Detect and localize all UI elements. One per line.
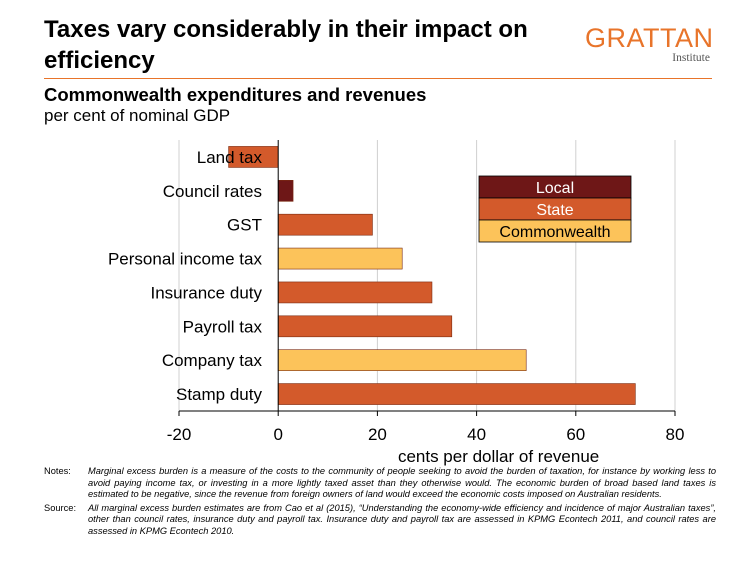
category-label: Stamp duty <box>176 385 262 404</box>
x-tick-label: 0 <box>273 425 282 444</box>
notes-label: Notes: <box>44 466 71 476</box>
page-title: Taxes vary considerably in their impact … <box>44 16 528 74</box>
bar <box>277 349 527 371</box>
bar <box>277 247 403 270</box>
bar <box>277 315 453 338</box>
chart-subtitle: Commonwealth expenditures and revenues <box>44 84 427 105</box>
source-label: Source: <box>44 502 77 513</box>
category-label: Payroll tax <box>183 317 263 336</box>
category-label: Land tax <box>197 148 263 167</box>
x-tick-label: -20 <box>167 425 192 444</box>
notes-text: Marginal excess burden is a measure of t… <box>88 466 716 500</box>
category-label: Insurance duty <box>150 283 262 302</box>
x-tick-label: 60 <box>566 425 585 444</box>
bar <box>277 213 373 236</box>
notes-section: Notes: Marginal excess burden is a measu… <box>44 466 716 540</box>
category-label: GST <box>227 216 262 235</box>
bar <box>277 383 636 405</box>
category-label: Company tax <box>162 351 263 370</box>
header-divider <box>44 78 712 79</box>
bar <box>277 281 433 304</box>
bar <box>277 180 294 202</box>
x-tick-label: 20 <box>368 425 387 444</box>
logo-main-text: GRATTAN <box>585 23 714 53</box>
x-tick-label: 40 <box>467 425 486 444</box>
legend-swatch <box>478 219 632 243</box>
grattan-logo: GRATTAN Institute <box>585 23 714 65</box>
x-axis-label: cents per dollar of revenue <box>398 447 599 466</box>
category-label: Personal income tax <box>108 250 263 269</box>
category-label: Council rates <box>163 182 262 201</box>
x-tick-label: 80 <box>666 425 685 444</box>
source-text: All marginal excess burden estimates are… <box>88 502 716 536</box>
bar-chart: Land tax Council rates GST Personal income … <box>108 140 685 466</box>
legend-entry: Commonwealth <box>499 224 610 241</box>
chart-subtitle-units: per cent of nominal GDP <box>44 106 231 125</box>
legend-entry: Local <box>536 180 574 197</box>
legend-entry: State <box>536 202 573 219</box>
notes-row: Notes: Marginal excess burden is a measu… <box>44 466 716 501</box>
logo-sub-text: Institute <box>672 52 710 64</box>
source-row: Source: All marginal excess burden estim… <box>44 503 716 538</box>
